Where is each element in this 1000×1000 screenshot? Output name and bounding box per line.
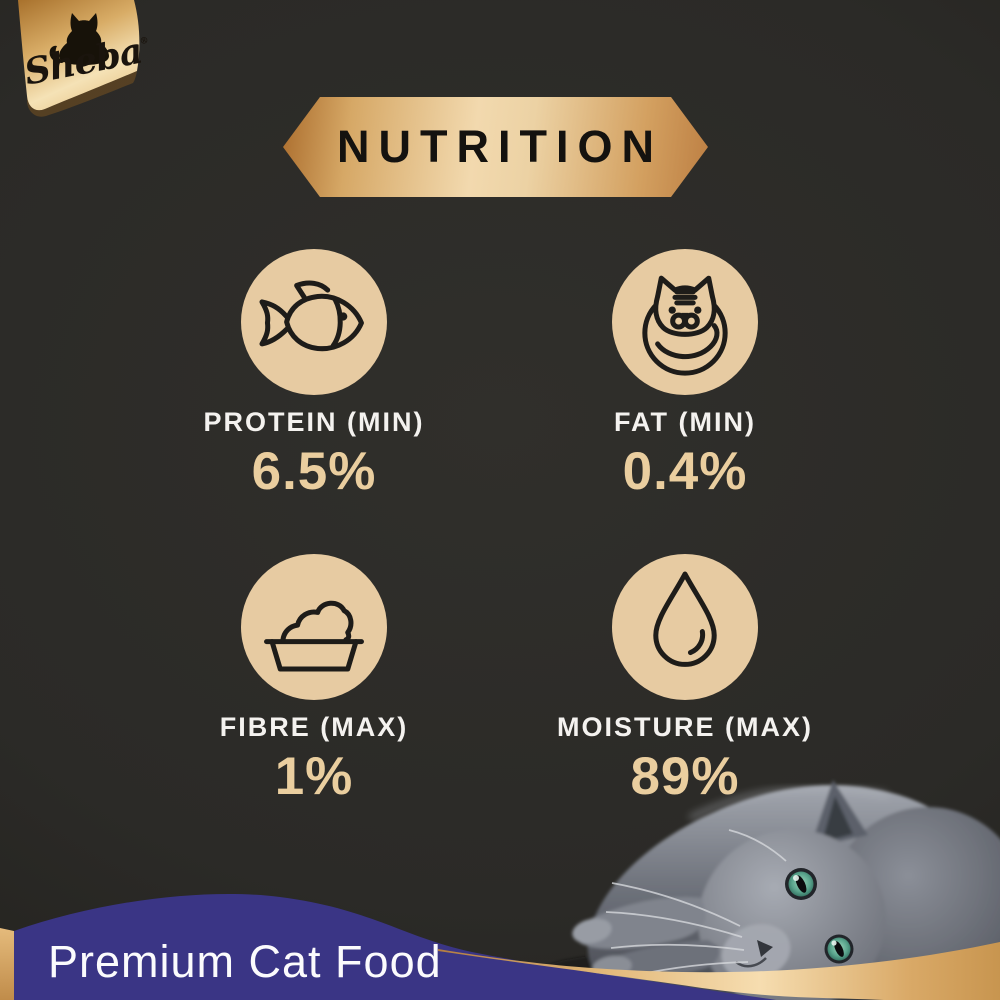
cat-front-leg-upper	[575, 897, 706, 949]
stat-value: 6.5%	[251, 442, 377, 501]
stat-value: 0.4%	[622, 442, 748, 501]
fish-icon	[259, 280, 364, 352]
cat-eye-lower	[824, 934, 854, 964]
footer-gold-left-strip	[0, 928, 14, 1000]
cat-body	[587, 785, 1000, 1000]
cat-mouth	[735, 957, 767, 968]
stat-moisture: MOISTURE (MAX) 89%	[520, 554, 850, 807]
stat-fat: FAT (MIN) 0.4%	[520, 249, 850, 502]
cat-paw	[572, 918, 612, 944]
cat-eye-upper	[785, 868, 817, 900]
cat-haunch	[830, 807, 1000, 1000]
cat-shadow	[540, 950, 860, 994]
cat-muzzle	[721, 924, 791, 980]
stat-value: 89%	[630, 747, 740, 806]
nutrition-banner: NUTRITION	[283, 97, 708, 197]
litter-tray-icon	[264, 600, 364, 672]
sheba-logo	[18, 0, 140, 117]
cat-front-leg-lower	[595, 940, 720, 981]
logo-ribbon-shadow	[27, 71, 137, 117]
cat-nose	[757, 940, 773, 957]
cat-head	[698, 829, 886, 1000]
fat-badge	[612, 249, 758, 395]
cat-paw	[592, 955, 632, 979]
footer-gold-swoosh	[438, 942, 1000, 1000]
cat-icon	[642, 275, 728, 376]
sheba-cat-silhouette-icon	[49, 13, 109, 65]
cat-whiskers	[605, 829, 787, 977]
fibre-badge	[241, 554, 387, 700]
stat-fibre: FIBRE (MAX) 1%	[149, 554, 479, 807]
stat-label: FIBRE (MAX)	[219, 712, 409, 742]
stat-label: FAT (MIN)	[614, 407, 756, 437]
registered-mark: ®	[138, 35, 150, 48]
stat-value: 1%	[274, 747, 354, 806]
stat-label: MOISTURE (MAX)	[557, 712, 813, 742]
footer-tagline: Premium Cat Food	[48, 936, 442, 987]
moisture-badge	[612, 554, 758, 700]
stat-protein: PROTEIN (MIN) 6.5%	[149, 249, 479, 502]
water-drop-icon	[653, 571, 717, 667]
protein-badge	[241, 249, 387, 395]
banner-title: NUTRITION	[337, 121, 663, 172]
stat-label: PROTEIN (MIN)	[203, 407, 425, 437]
